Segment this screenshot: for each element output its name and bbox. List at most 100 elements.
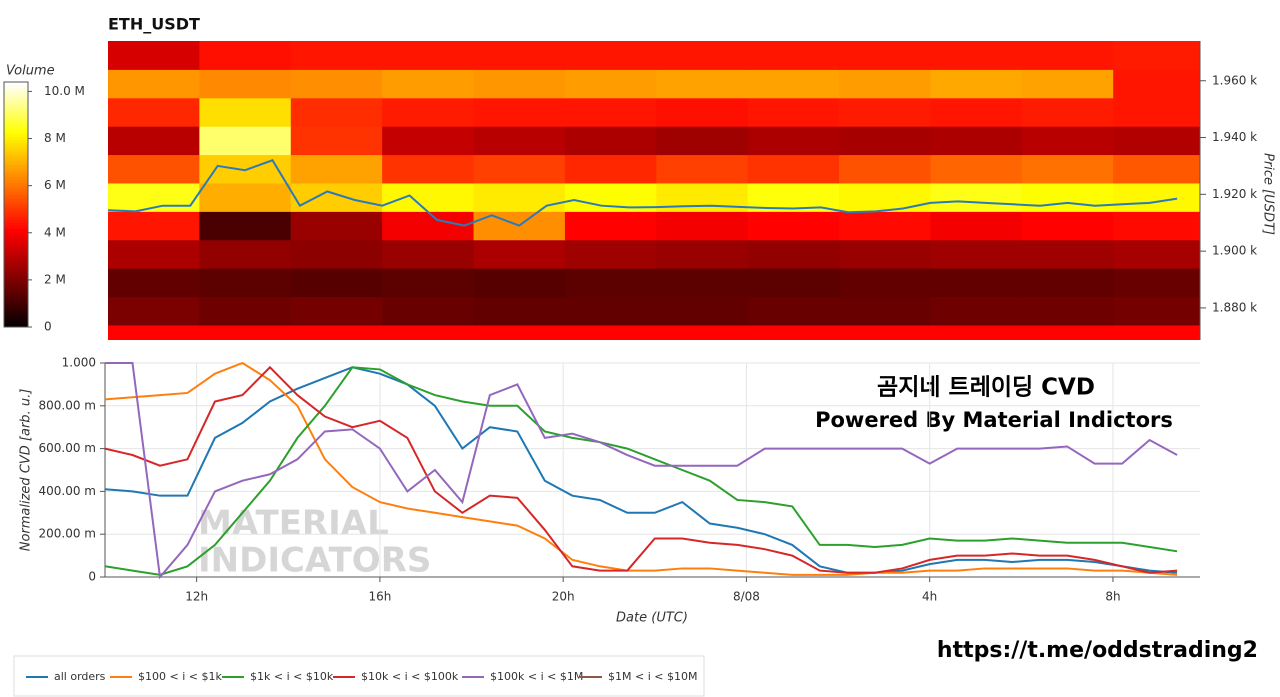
heat-cell: [473, 97, 566, 127]
heat-cell: [1021, 239, 1114, 269]
heat-cell: [382, 126, 475, 156]
heat-cell: [839, 41, 931, 70]
y-tick-label: 400.00 m: [39, 484, 97, 498]
colorbar-swatch: [4, 152, 28, 156]
series-line: [104, 366, 1178, 576]
colorbar-swatch: [4, 180, 28, 184]
heat-cell: [564, 268, 657, 298]
colorbar-swatch: [4, 186, 28, 190]
colorbar-swatch: [4, 299, 28, 303]
heat-cell: [747, 268, 840, 298]
heat-cell: [839, 268, 931, 298]
heat-cell: [290, 211, 383, 241]
heat-cell: [930, 126, 1023, 156]
colorbar-swatch: [4, 259, 28, 264]
heat-cell: [930, 268, 1023, 298]
colorbar-swatch: [4, 253, 28, 258]
x-tick-label: 16h: [368, 590, 391, 604]
heat-cell: [290, 69, 383, 99]
heat-cell: [1113, 296, 1200, 326]
series-line: [105, 362, 1178, 580]
colorbar-swatch: [4, 167, 28, 172]
heat-cell: [656, 239, 749, 269]
heat-cell: [839, 126, 931, 156]
heat-cell: [1021, 69, 1114, 99]
heat-cell: [656, 268, 749, 298]
y-tick-label: 1.940 k: [1212, 130, 1257, 144]
heat-cell: [564, 126, 657, 156]
heat-cell: [199, 268, 292, 298]
colorbar-swatch: [4, 183, 28, 187]
heat-cell: [382, 296, 475, 326]
legend-label: $100 < i < $1k: [138, 670, 222, 683]
legend-label: $1M < i < $10M: [608, 670, 697, 683]
heat-cell: [930, 69, 1023, 99]
colorbar-swatch: [4, 281, 28, 285]
heat-cell: [564, 296, 657, 326]
heatmap: [108, 41, 1200, 340]
heat-cell: [656, 296, 749, 326]
heat-cell: [656, 211, 749, 241]
heat-cell: [199, 324, 292, 340]
heat-cell: [1021, 324, 1114, 340]
colorbar-swatch: [4, 109, 28, 114]
heat-cell: [839, 69, 931, 99]
colorbar-tick-label: 6 M: [44, 178, 66, 192]
legend-label: $10k < i < $100k: [361, 670, 459, 683]
heat-cell: [473, 154, 566, 184]
legend-label: all orders: [54, 670, 106, 683]
heat-cell: [382, 239, 475, 269]
heat-cell: [199, 41, 292, 70]
colorbar-swatch: [4, 131, 28, 135]
colorbar-swatch: [4, 85, 28, 89]
heat-cell: [108, 324, 200, 340]
colorbar-tick-label: 10.0 M: [44, 84, 85, 98]
colorbar-swatch: [4, 210, 28, 215]
heat-cell: [656, 41, 749, 70]
heat-cell: [1113, 97, 1200, 127]
y-tick-label: 1.880 k: [1212, 300, 1257, 314]
colorbar-swatch: [4, 222, 28, 227]
url: https://t.me/oddstrading2: [937, 638, 1258, 663]
y-tick-label: 1.900 k: [1212, 244, 1257, 258]
heat-cell: [473, 239, 566, 269]
y-tick-label: 1.000: [62, 356, 96, 370]
heat-cell: [290, 324, 383, 340]
heat-cell: [1113, 154, 1200, 184]
colorbar-swatch: [4, 284, 28, 288]
heat-cell: [108, 154, 200, 184]
heat-cell: [747, 239, 840, 269]
heat-cell: [290, 97, 383, 127]
y-tick-label: 600.00 m: [39, 441, 97, 455]
colorbar-swatch: [4, 82, 28, 86]
colorbar-swatch: [4, 106, 28, 111]
heat-cell: [747, 324, 840, 340]
colorbar-swatch: [4, 238, 28, 242]
heat-cell: [473, 296, 566, 326]
x-axis-label: Date (UTC): [616, 611, 688, 626]
heat-cell: [1113, 324, 1200, 340]
colorbar-swatch: [4, 296, 28, 300]
heat-cell: [199, 182, 292, 212]
colorbar-swatch: [4, 121, 28, 126]
colorbar-swatch: [4, 213, 28, 218]
colorbar-swatch: [4, 158, 28, 163]
colorbar-tick-label: 8 M: [44, 131, 66, 145]
heat-cell: [1021, 97, 1114, 127]
heat-cell: [747, 69, 840, 99]
colorbar-swatch: [4, 204, 28, 209]
heat-cell: [839, 97, 931, 127]
colorbar-swatch: [4, 308, 28, 313]
heat-cell: [108, 97, 200, 127]
colorbar-swatch: [4, 155, 28, 160]
heat-cell: [839, 154, 931, 184]
y-axis-label: Normalized CVD [arb. u.]: [19, 389, 34, 552]
colorbar-swatch: [4, 207, 28, 212]
heat-cell: [108, 126, 200, 156]
heat-cell: [199, 69, 292, 99]
colorbar-swatch: [4, 314, 28, 319]
heat-cell: [108, 41, 200, 70]
colorbar-swatch: [4, 164, 28, 169]
heat-cell: [199, 97, 292, 127]
watermark: MATERIAL: [198, 504, 389, 544]
